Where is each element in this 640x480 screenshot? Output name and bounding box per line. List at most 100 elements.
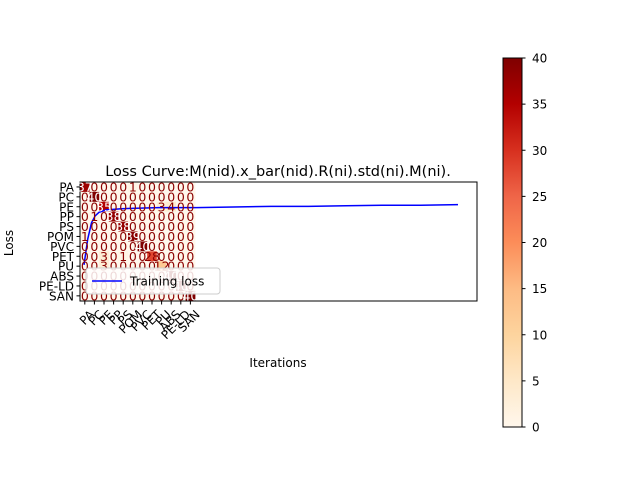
heatmap-cell (118, 182, 129, 193)
heatmap-cell (108, 231, 119, 242)
heatmap-cell-value: 0 (186, 189, 194, 204)
heatmap-cell-value: 0 (110, 239, 118, 254)
heatmap-cell (80, 281, 90, 292)
legend-box (85, 267, 221, 295)
heatmap-cell-value: 0 (100, 229, 108, 244)
row-label: PP (60, 210, 74, 224)
heatmap-cell-value: 0 (129, 199, 137, 214)
heatmap-cell-value: 0 (90, 179, 98, 194)
heatmap-cell (108, 201, 119, 212)
heatmap-cell (118, 191, 129, 202)
heatmap-cell (176, 231, 186, 242)
colorbar-ticks: 0 5 10 15 20 25 30 35 40 (522, 52, 547, 435)
heatmap-cell-value: 0 (148, 179, 156, 194)
heatmap-cell-value: 0 (177, 259, 185, 274)
heatmap-cell-value: 0 (129, 259, 137, 274)
heatmap-cell-value: 0 (186, 199, 194, 214)
heatmap-cell (147, 290, 157, 301)
heatmap-cell-value: 0 (129, 219, 137, 234)
heatmap-cell (137, 182, 148, 193)
heatmap-cell-value: 0 (186, 179, 194, 194)
heatmap-cell (166, 290, 177, 301)
heatmap-cell-value: 0 (158, 288, 166, 303)
heatmap-cell-value: 0 (138, 209, 146, 224)
row-label: PU (58, 260, 74, 274)
colorbar-gradient (502, 57, 523, 428)
heatmap-cell (99, 201, 109, 212)
heatmap-cell-value: 0 (119, 239, 127, 254)
heatmap-cell-value: 3 (158, 199, 166, 214)
heatmap-cell (80, 182, 90, 193)
heatmap-cell-value: 0 (129, 189, 137, 204)
colorbar-tick-label: 0 (532, 421, 540, 435)
heatmap-cell-value: 0 (81, 239, 89, 254)
heatmap-cell-value: 3 (100, 249, 108, 264)
heatmap-cell-value: 0 (148, 239, 156, 254)
heatmap-cell (89, 261, 100, 272)
heatmap-cell (128, 261, 138, 272)
heatmap-cell (99, 231, 109, 242)
heatmap-cell-value: 0 (138, 189, 146, 204)
heatmap-cell-value: 0 (167, 189, 175, 204)
heatmap-cell (156, 221, 167, 232)
heatmap-cell (137, 241, 148, 252)
heatmap-cell-value: 0 (167, 219, 175, 234)
heatmap-cell (166, 221, 177, 232)
heatmap-cell-value: 0 (119, 209, 127, 224)
heatmap-cell (176, 221, 186, 232)
heatmap-cell-value: 0 (177, 199, 185, 214)
heatmap-cell-value: 3 (100, 259, 108, 274)
heatmap-cell-value: 0 (148, 259, 156, 274)
heatmap-cell-value: 38 (115, 219, 131, 234)
heatmap-cell (108, 221, 119, 232)
heatmap-cell (156, 290, 167, 301)
colorbar-tick-label: 5 (532, 374, 540, 388)
heatmap-cell (80, 211, 90, 222)
heatmap-cell-value: 0 (90, 229, 98, 244)
heatmap-cell (176, 191, 186, 202)
heatmap-cell-value: 1 (129, 179, 137, 194)
heatmap-cell-value: 40 (134, 239, 150, 254)
heatmap-cell-value: 0 (148, 189, 156, 204)
heatmap-cell (118, 290, 129, 301)
heatmap-cell-value: 0 (110, 199, 118, 214)
heatmap-cell (137, 221, 148, 232)
heatmap-cell (176, 182, 186, 193)
heatmap-cell-value: 0 (81, 199, 89, 214)
heatmap-cell (89, 231, 100, 242)
heatmap-cell-value: 0 (138, 229, 146, 244)
heatmap-cell (137, 251, 148, 262)
heatmap-cell (80, 290, 90, 301)
heatmap-cell-value: 0 (119, 199, 127, 214)
heatmap-cell (80, 241, 90, 252)
heatmap-cell (80, 231, 90, 242)
heatmap-cell-value: 28 (144, 249, 160, 264)
heatmap-cell (166, 251, 177, 262)
heatmap-cell-value: 1 (81, 229, 89, 244)
heatmap-cell-value: 0 (148, 209, 156, 224)
heatmap-cell-value: 0 (119, 179, 127, 194)
heatmap-cell (156, 251, 167, 262)
heatmap-cell-value: 0 (81, 259, 89, 274)
heatmap-cell-value: 0 (177, 189, 185, 204)
colorbar-tick-label: 10 (532, 328, 547, 342)
heatmap-cell-value: 0 (186, 249, 194, 264)
row-label: PE (59, 200, 74, 214)
heatmap-cell-value: 0 (158, 209, 166, 224)
heatmap-cell-value: 0 (110, 249, 118, 264)
heatmap-cell-value: 0 (158, 219, 166, 234)
heatmap-cell-value: 38 (106, 209, 122, 224)
heatmap-cell-value: 0 (90, 259, 98, 274)
heatmap-cell (128, 182, 138, 193)
heatmap-cell-value: 1 (90, 209, 98, 224)
heatmap-cell (137, 201, 148, 212)
heatmap-cell (166, 241, 177, 252)
colorbar-tick-label: 40 (532, 52, 547, 66)
heatmap-cell-value: 0 (186, 219, 194, 234)
heatmap-cell (118, 221, 129, 232)
heatmap-cell-value: 0 (138, 249, 146, 264)
heatmap-cell-value: 1 (119, 249, 127, 264)
